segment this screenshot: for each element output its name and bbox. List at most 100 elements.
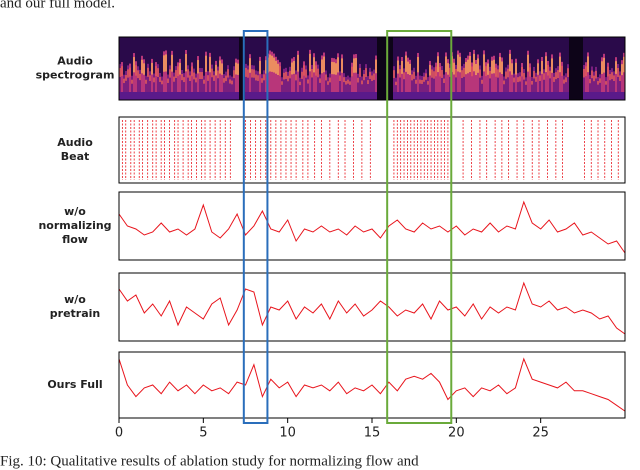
spectrogram-band [231, 80, 233, 85]
spectrogram-band [347, 92, 349, 100]
spectrogram-band [473, 92, 475, 100]
spectrogram-band [121, 62, 123, 100]
spectrogram-band [371, 75, 373, 82]
spectrogram-band [155, 62, 157, 100]
spectrogram-band [129, 63, 131, 100]
spectrogram-band [487, 63, 489, 75]
spectrogram-band [555, 92, 557, 100]
spectrogram-band [137, 70, 139, 79]
spectrogram-band [485, 62, 487, 100]
spectrogram-band [507, 92, 509, 100]
spectrogram-band [621, 92, 623, 100]
spectrogram-column [395, 37, 397, 100]
spectrogram-band [309, 49, 311, 100]
spectrogram-column [329, 37, 331, 100]
spectrogram-band [485, 66, 487, 77]
spectrogram-band [215, 64, 217, 76]
spectrogram-band [541, 60, 543, 74]
spectrogram-band [539, 92, 541, 100]
x-tick-label: 0 [115, 426, 123, 441]
spectrogram-band [259, 92, 261, 100]
spectrogram-band [505, 67, 507, 100]
spectrogram-column [287, 37, 289, 100]
spectrogram-band [165, 54, 167, 72]
spectrogram-band [585, 92, 587, 100]
spectrogram-band [139, 69, 141, 100]
spectrogram-band [325, 70, 327, 100]
spectrogram-column [419, 37, 421, 100]
spectrogram-band [329, 73, 331, 100]
spectrogram-band [551, 54, 553, 100]
spectrogram-band [367, 80, 369, 85]
spectrogram-band [529, 67, 531, 77]
spectrogram-band [523, 92, 525, 100]
spectrogram-band [335, 92, 337, 100]
spectrogram-band [307, 75, 309, 100]
spectrogram-band [283, 72, 285, 80]
spectrogram-column [563, 37, 565, 100]
spectrogram-band [349, 81, 351, 85]
spectrogram-band [357, 92, 359, 100]
spectrogram-band [413, 71, 415, 79]
spectrogram-band [283, 68, 285, 100]
spectrogram-band [369, 67, 371, 100]
spectrogram-band [509, 92, 511, 100]
spectrogram-band [593, 75, 595, 82]
spectrogram-band [141, 59, 143, 74]
spectrogram-band [619, 92, 621, 100]
spectrogram-band [617, 92, 619, 100]
spectrogram-band [467, 55, 469, 100]
spectrogram-band [481, 92, 483, 100]
spectrogram-band [457, 50, 459, 100]
spectrogram-column [173, 37, 175, 100]
spectrogram-column [263, 37, 265, 100]
spectrogram-band [165, 92, 167, 100]
spectrogram-band [237, 92, 239, 100]
spectrogram-band [187, 65, 189, 100]
spectrogram-band [535, 76, 537, 82]
spectrogram-band [471, 92, 473, 100]
spectrogram-band [321, 59, 323, 74]
spectrogram-band [411, 92, 413, 100]
spectrogram-band [401, 61, 403, 74]
spectrogram-band [473, 49, 475, 100]
spectrogram-band [457, 92, 459, 100]
spectrogram-band [121, 92, 123, 100]
spectrogram-band [361, 80, 363, 85]
spectrogram-band [501, 61, 503, 75]
spectrogram-band [449, 92, 451, 100]
spectrogram-column [345, 37, 347, 100]
spectrogram-band [277, 59, 279, 100]
spectrogram-column [255, 37, 257, 100]
spectrogram-band [251, 65, 253, 100]
spectrogram-band [499, 52, 501, 100]
spectrogram-band [525, 92, 527, 100]
spectrogram-band [613, 75, 615, 81]
spectrogram-band [199, 92, 201, 100]
spectrogram-band [623, 52, 625, 100]
spectrogram-band [611, 68, 613, 100]
spectrogram-band [171, 92, 173, 100]
spectrogram-band [321, 92, 323, 100]
spectrogram-band [247, 65, 249, 100]
spectrogram-band [441, 92, 443, 100]
spectrogram-band [403, 68, 405, 100]
spectrogram-band [139, 73, 141, 81]
spectrogram-band [429, 60, 431, 100]
spectrogram-band [185, 92, 187, 100]
spectrogram-band [159, 72, 161, 100]
spectrogram-band [601, 57, 603, 100]
spectrogram-band [183, 73, 185, 100]
spectrogram-band [249, 92, 251, 100]
spectrogram-band [145, 79, 147, 84]
spectrogram-column [207, 37, 209, 100]
spectrogram-band [235, 92, 237, 100]
spectrogram-band [567, 64, 569, 100]
spectrogram-band [145, 75, 147, 100]
spectrogram-band [557, 66, 559, 100]
spectrogram-band [425, 69, 427, 100]
spectrogram-band [491, 56, 493, 100]
spectrogram-column [145, 37, 147, 100]
spectrogram-band [583, 69, 585, 78]
spectrogram-band [419, 92, 421, 100]
